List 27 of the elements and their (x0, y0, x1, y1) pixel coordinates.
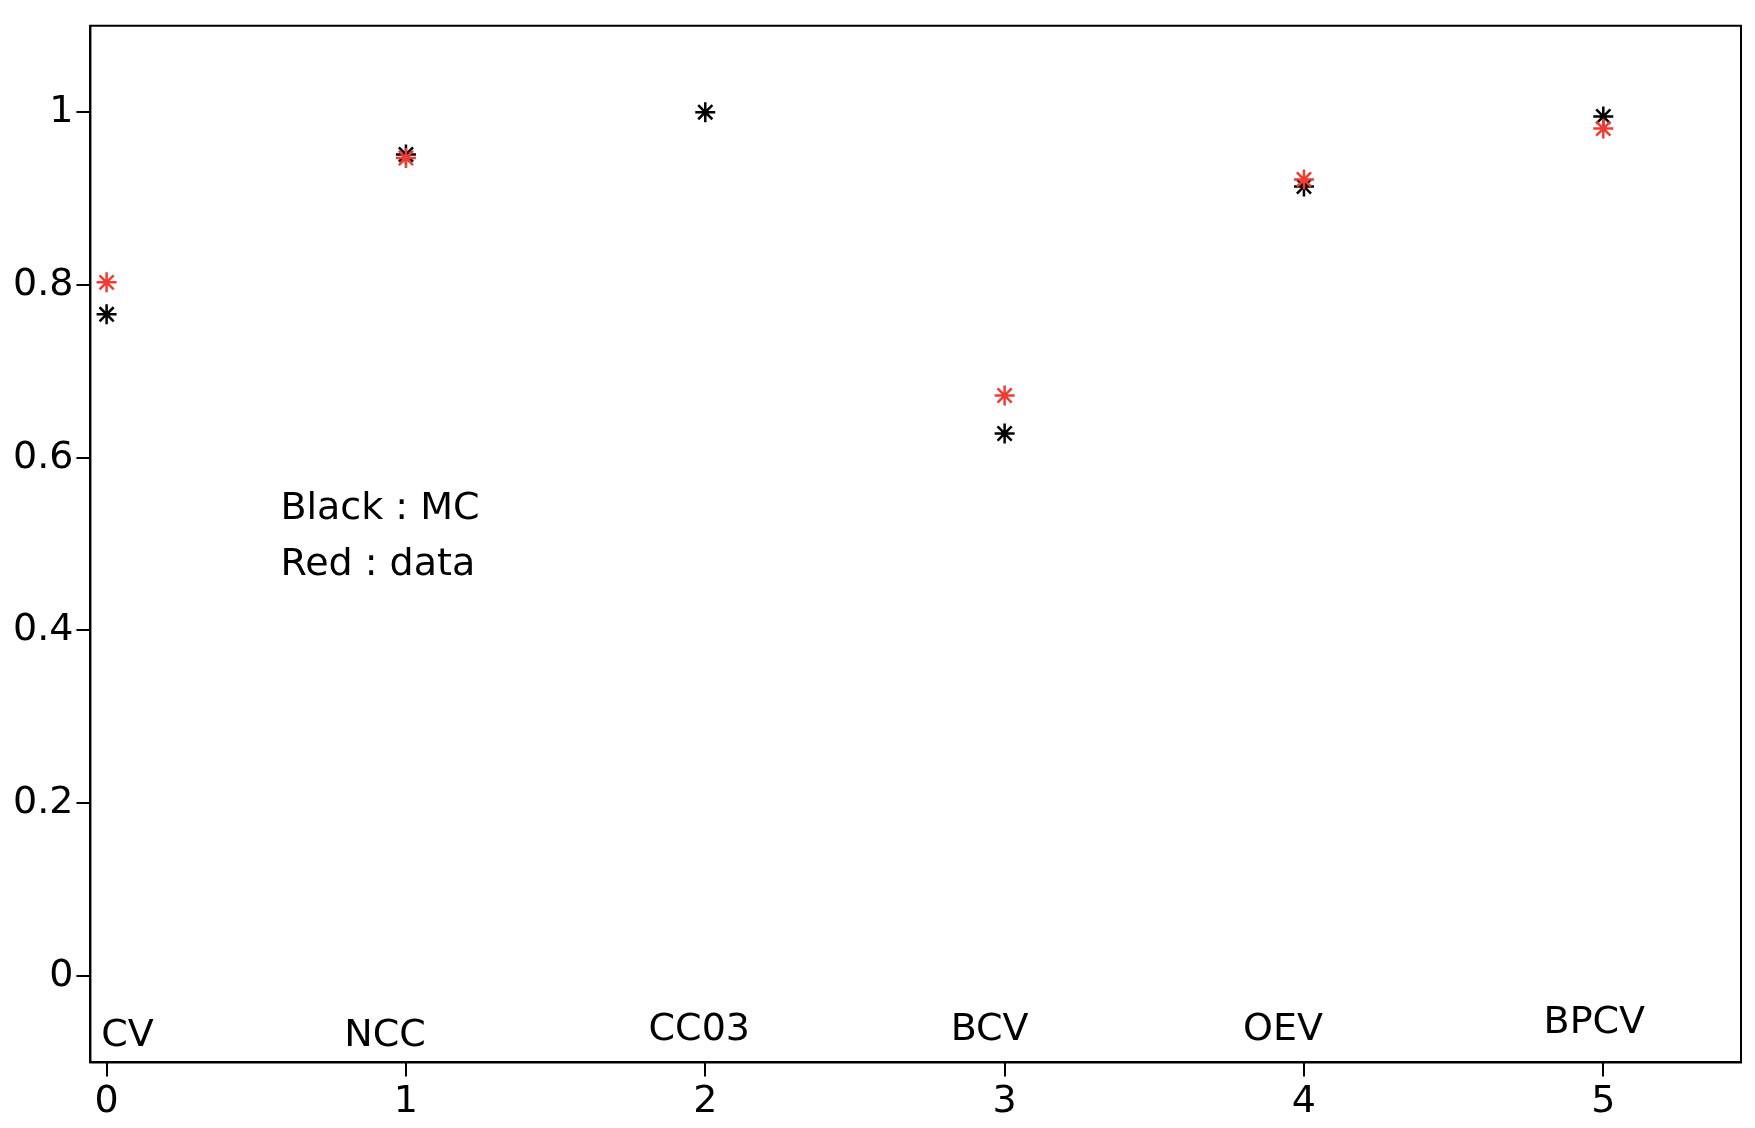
annotation: CC03 (648, 1005, 750, 1050)
y-tick-label: 0.8 (13, 259, 74, 304)
x-tick-label: 4 (1291, 1077, 1317, 1122)
point (95, 303, 118, 326)
x-tick-label: 3 (992, 1077, 1017, 1122)
y-tick-label: 0 (49, 950, 74, 995)
annotation: BCV (950, 1005, 1029, 1050)
point (1292, 168, 1316, 191)
annotation: NCC (344, 1011, 426, 1056)
annotation: CV (101, 1011, 154, 1056)
point (993, 384, 1016, 407)
y-tick-label: 0.6 (13, 432, 74, 477)
point (1592, 117, 1615, 140)
point (95, 271, 118, 294)
x-tick-label: 0 (94, 1077, 119, 1122)
y-tick-label: 1 (49, 87, 74, 132)
point (694, 100, 717, 124)
annotation: Black : MC (280, 483, 480, 528)
y-tick-label: 0.4 (13, 605, 74, 650)
point (993, 422, 1016, 445)
annotation: BPCV (1543, 998, 1646, 1043)
x-tick-label: 1 (393, 1077, 419, 1122)
x-tick-label: 2 (693, 1077, 718, 1122)
annotation: OEV (1243, 1005, 1323, 1050)
x-tick-label: 5 (1591, 1077, 1616, 1122)
annotation: Red : data (280, 539, 476, 584)
y-tick-label: 0.2 (13, 778, 74, 823)
